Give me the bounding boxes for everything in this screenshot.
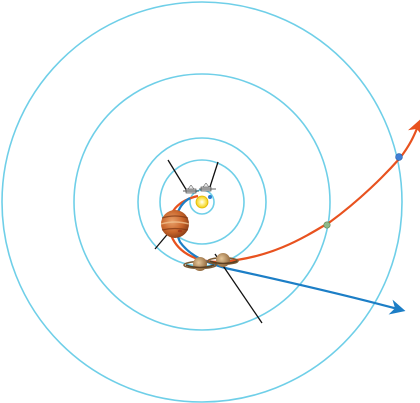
orange-trajectory — [167, 118, 420, 264]
spacecraft-2 — [199, 182, 216, 192]
blue-trajectory — [174, 197, 406, 315]
uranus-orbit-ring — [73, 73, 331, 331]
jupiter-orbit-ring — [159, 159, 245, 245]
neptune-orbit-ring — [1, 1, 403, 403]
earth — [208, 195, 212, 199]
spacecraft-2-boom — [208, 161, 219, 191]
saturn — [183, 257, 217, 271]
sun — [195, 195, 209, 209]
jupiter — [160, 210, 190, 238]
uranus — [323, 221, 331, 229]
spacecraft-1 — [183, 184, 199, 194]
saturn-2 — [207, 253, 239, 267]
spacecraft-1-boom — [167, 159, 188, 192]
neptune — [395, 153, 403, 161]
